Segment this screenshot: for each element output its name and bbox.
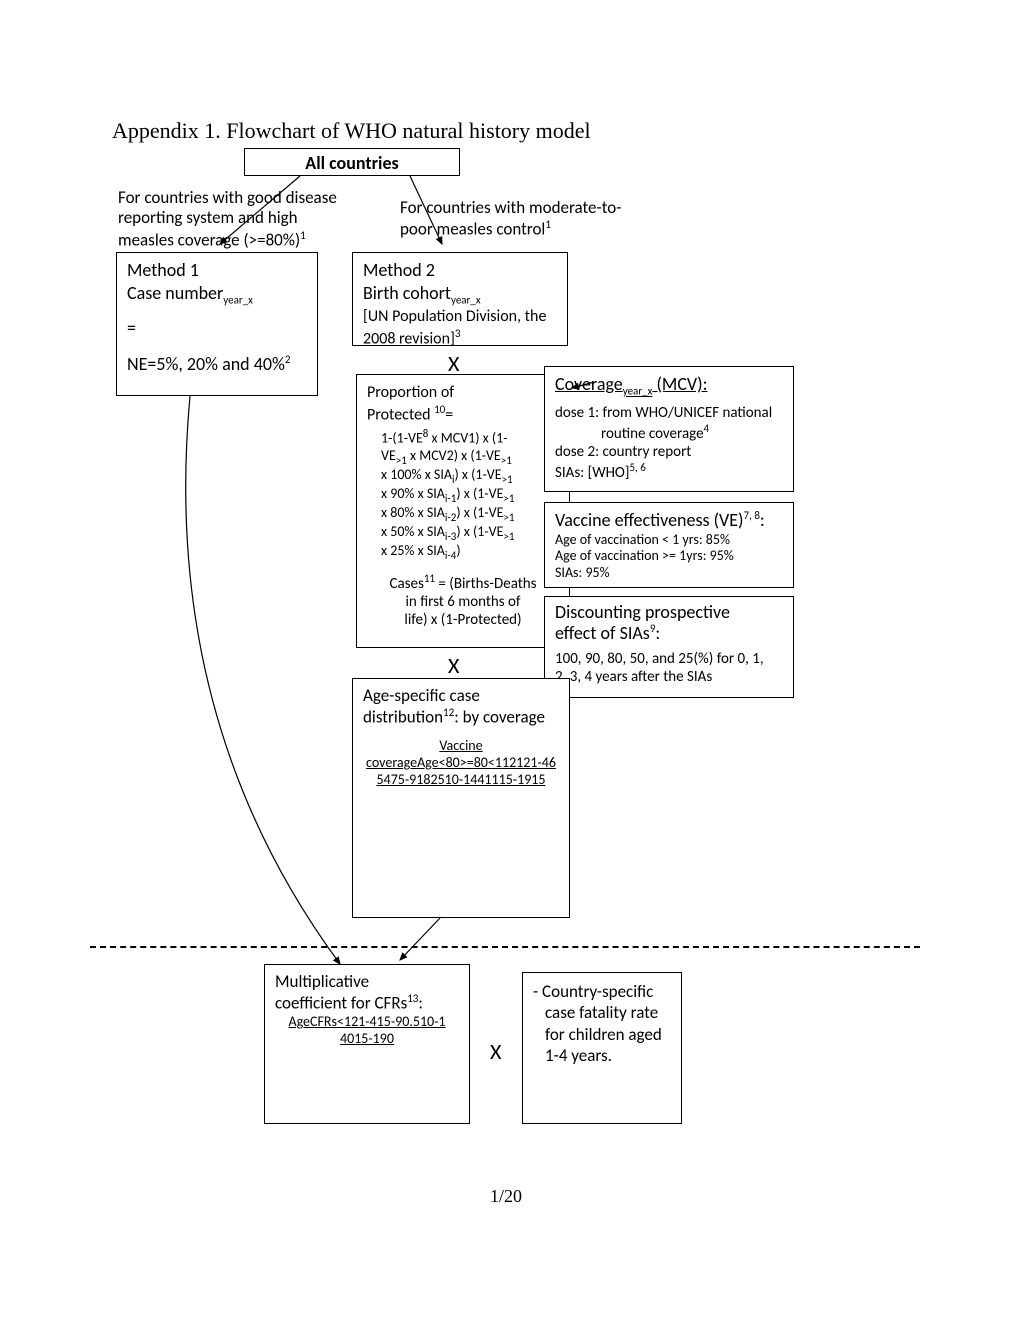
node-method-2: Method 2 Birth cohortyear_x [UN Populati… [352,252,568,346]
node-coverage: Coverageyear_x (MCV): dose 1: from WHO/U… [544,366,794,492]
method2-line2: [UN Population Division, the [363,307,557,327]
coverage-dose1: dose 1: from WHO/UNICEF national routine… [555,404,783,443]
method2-heading: Method 2 [363,259,557,282]
node-cfr-multiplicative: Multiplicative coefficient for CFRs13: A… [264,964,470,1124]
method2-line1: Birth cohortyear_x [363,282,557,307]
discount-l2: 2, 3, 4 years after the SIAs [555,668,783,686]
ve-l2: Age of vaccination >= 1yrs: 95% [555,548,783,565]
node-age-distribution: Age-specific case distribution12: by cov… [352,678,570,918]
page-number: 1/20 [490,1186,522,1207]
cfr-note-l3: for children aged [533,1024,671,1045]
node-ve: Vaccine effectiveness (VE)7, 8: Age of v… [544,502,794,588]
ve-l3: SIAs: 95% [555,565,783,582]
cfr-mult-heading: Multiplicative coefficient for CFRs13: [275,971,459,1014]
multiply-2: X [448,652,459,679]
node-protected: Proportion of Protected 10= 1-(1-VE8 x M… [356,374,570,648]
coverage-sias: SIAs: [WHO]5, 6 [555,461,783,482]
ve-heading: Vaccine effectiveness (VE)7, 8: [555,509,783,532]
agedist-table: Vaccine coverageAge<80>=80<112121-465475… [363,738,559,788]
page: Appendix 1. Flowchart of WHO natural his… [0,0,1020,1320]
ve-l1: Age of vaccination < 1 yrs: 85% [555,532,783,549]
branch-right-label: For countries with moderate-to- poor mea… [400,198,660,240]
discount-heading: Discounting prospective effect of SIAs9: [555,603,783,644]
page-title: Appendix 1. Flowchart of WHO natural his… [112,118,591,144]
method1-ne: NE=5%, 20% and 40%2 [127,353,307,376]
all-countries-text: All countries [305,152,398,174]
method2-line3: 2008 revision]3 [363,327,557,349]
cfr-note-l1: - Country-specific [533,981,671,1002]
node-cfr-note: - Country-specific case fatality rate fo… [522,972,682,1124]
dashed-divider [90,946,920,948]
arrow-agedist-to-cfr [400,918,440,960]
cfr-table: AgeCFRs<121-415-90.510-14015-190 [275,1014,459,1048]
method1-heading: Method 1 [127,259,307,282]
protected-formula: 1-(1-VE8 x MCV1) x (1- VE>1 x MCV2) x (1… [367,427,559,561]
node-discount: Discounting prospective effect of SIAs9:… [544,596,794,698]
multiply-1: X [448,350,459,377]
cfr-note-l2: case fatality rate [533,1002,671,1023]
method1-eq: = [127,317,307,340]
coverage-heading: Coverageyear_x (MCV): [555,373,783,398]
protected-heading: Proportion of Protected 10= [367,383,559,425]
cases-formula: Cases11 = (Births-Deaths in first 6 mont… [367,572,559,629]
method1-line1: Case numberyear_x [127,282,307,307]
node-method-1: Method 1 Case numberyear_x = NE=5%, 20% … [116,252,318,396]
agedist-heading: Age-specific case distribution12: by cov… [363,685,559,728]
coverage-dose2: dose 2: country report [555,443,783,461]
cfr-note-l4: 1-4 years. [533,1045,671,1066]
node-all-countries: All countries [244,148,460,176]
branch-left-label: For countries with good disease reportin… [118,188,378,251]
multiply-3: X [490,1038,501,1065]
discount-l1: 100, 90, 80, 50, and 25(%) for 0, 1, [555,650,783,668]
arrow-method1-to-cfr [186,396,340,964]
